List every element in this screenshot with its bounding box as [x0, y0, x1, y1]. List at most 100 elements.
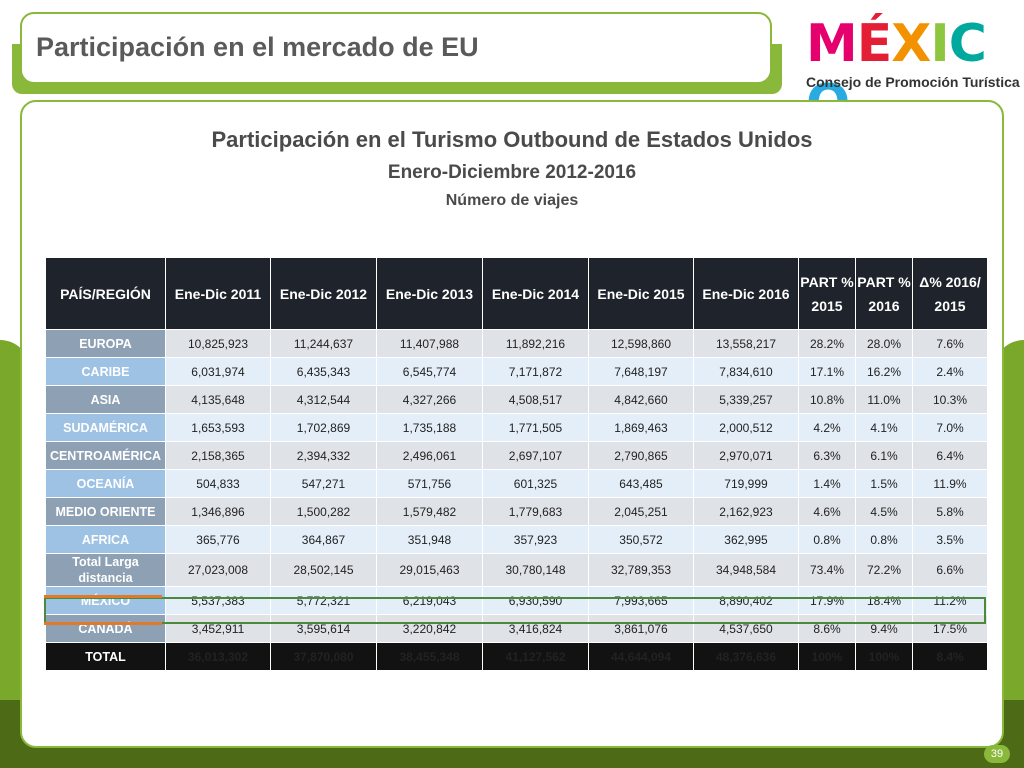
table-cell: 351,948	[376, 525, 483, 554]
table-cell: 2,162,923	[693, 497, 799, 526]
table-cell: 601,325	[482, 469, 589, 498]
table-cell: 13,558,217	[693, 329, 799, 358]
mexico-row-bottom-accent	[44, 622, 162, 625]
table-cell: 1.5%	[855, 469, 913, 498]
table-cell: 5.8%	[912, 497, 988, 526]
table-cell: 72.2%	[855, 553, 913, 587]
table-row: MÉXICO 5,537,383 5,772,321 6,219,043 6,930,5…	[45, 586, 988, 615]
slide-title: Participación en el mercado de EU	[36, 32, 479, 62]
table-cell: 362,995	[693, 525, 799, 554]
table-cell: 2,045,251	[588, 497, 694, 526]
table-row: ASIA 4,135,648 4,312,544 4,327,266 4,508,517…	[45, 385, 988, 414]
logo-letter: X	[891, 14, 931, 74]
table-cell: 3,416,824	[482, 614, 589, 643]
table-cell: 4.6%	[798, 497, 856, 526]
table-cell: 0.8%	[798, 525, 856, 554]
table-cell: 4.1%	[855, 413, 913, 442]
column-header: PART % 2016	[855, 257, 913, 330]
table-period: Enero-Diciembre 2012-2016	[387, 162, 637, 183]
logo-letter: M	[806, 14, 858, 74]
table-title: Participación en el Turismo Outbound de …	[211, 127, 813, 152]
table-cell: 28.2%	[798, 329, 856, 358]
table-cell: 7,834,610	[693, 357, 799, 386]
table-cell: 17.1%	[798, 357, 856, 386]
table-row: CANADÁ 3,452,911 3,595,614 3,220,842 3,416,8…	[45, 614, 988, 643]
page-number: 39	[984, 745, 1010, 763]
table-cell: 32,789,353	[588, 553, 694, 587]
table-cell: 719,999	[693, 469, 799, 498]
table-cell: 504,833	[165, 469, 271, 498]
table-cell: 3.5%	[912, 525, 988, 554]
region-label: CARIBE	[45, 357, 166, 386]
table-cell: 44,644,094	[588, 642, 694, 671]
table-cell: 1,735,188	[376, 413, 483, 442]
table-cell: 100%	[798, 642, 856, 671]
table-cell: 3,861,076	[588, 614, 694, 643]
table-cell: 1,779,683	[482, 497, 589, 526]
table-cell: 10.3%	[912, 385, 988, 414]
column-header: Ene-Dic 2011	[165, 257, 271, 330]
table-cell: 37,870,080	[270, 642, 377, 671]
table-cell: 1.4%	[798, 469, 856, 498]
table-cell: 6.3%	[798, 441, 856, 470]
table-header-row: PAÍS/REGIÓN Ene-Dic 2011 Ene-Dic 2012 Ene-D…	[45, 257, 988, 330]
table-row: TOTAL 36,013,302 37,870,080 38,455,348 41,12…	[45, 642, 988, 671]
column-header: Ene-Dic 2016	[693, 257, 799, 330]
region-label: SUDAMÉRICA	[45, 413, 166, 442]
column-header: Ene-Dic 2012	[270, 257, 377, 330]
table-cell: 4,135,648	[165, 385, 271, 414]
table-cell: 571,756	[376, 469, 483, 498]
table-cell: 5,772,321	[270, 586, 377, 615]
logo-letter: C	[948, 14, 987, 74]
table-cell: 2,000,512	[693, 413, 799, 442]
column-header: Δ% 2016/ 2015	[912, 257, 988, 330]
table-cell: 12,598,860	[588, 329, 694, 358]
column-header: Ene-Dic 2014	[482, 257, 589, 330]
table-cell: 4.5%	[855, 497, 913, 526]
logo-letter: I	[930, 14, 949, 74]
table-cell: 3,452,911	[165, 614, 271, 643]
table-cell: 11,407,988	[376, 329, 483, 358]
logo-letter: É	[856, 14, 893, 74]
table-cell: 6,930,590	[482, 586, 589, 615]
table-unit: Número de viajes	[445, 192, 579, 209]
table-cell: 2,158,365	[165, 441, 271, 470]
region-label: CENTROAMÉRICA	[45, 441, 166, 470]
table-row: OCEANÍA 504,833 547,271 571,756 601,325 643,4…	[45, 469, 988, 498]
table-cell: 547,271	[270, 469, 377, 498]
table-cell: 1,346,896	[165, 497, 271, 526]
table-cell: 2,394,332	[270, 441, 377, 470]
table-cell: 6.6%	[912, 553, 988, 587]
region-label: AFRICA	[45, 525, 166, 554]
table-row: Total Larga distancia 27,023,008 28,502,14…	[45, 553, 988, 587]
region-label: MEDIO ORIENTE	[45, 497, 166, 526]
table-cell: 73.4%	[798, 553, 856, 587]
table-cell: 6,435,343	[270, 357, 377, 386]
column-header: Ene-Dic 2015	[588, 257, 694, 330]
table-row: CENTROAMÉRICA 2,158,365 2,394,332 2,496,061…	[45, 441, 988, 470]
table-cell: 6,219,043	[376, 586, 483, 615]
table-cell: 4.2%	[798, 413, 856, 442]
table-cell: 100%	[855, 642, 913, 671]
table-cell: 7,993,665	[588, 586, 694, 615]
table-cell: 11,244,637	[270, 329, 377, 358]
table-cell: 7.6%	[912, 329, 988, 358]
logo-subtitle: Consejo de Promoción Turística	[806, 74, 1020, 90]
table-cell: 1,702,869	[270, 413, 377, 442]
table-cell: 7,171,872	[482, 357, 589, 386]
table-row: SUDAMÉRICA 1,653,593 1,702,869 1,735,188 1,7…	[45, 413, 988, 442]
table-cell: 29,015,463	[376, 553, 483, 587]
table-cell: 2,790,865	[588, 441, 694, 470]
table-cell: 11.2%	[912, 586, 988, 615]
table-cell: 1,771,505	[482, 413, 589, 442]
table-cell: 2,697,107	[482, 441, 589, 470]
region-label: ASIA	[45, 385, 166, 414]
table-cell: 9.4%	[855, 614, 913, 643]
table-cell: 17.5%	[912, 614, 988, 643]
column-header: PAÍS/REGIÓN	[45, 257, 166, 330]
table-cell: 3,220,842	[376, 614, 483, 643]
table-cell: 4,327,266	[376, 385, 483, 414]
table-cell: 5,339,257	[693, 385, 799, 414]
table-cell: 1,500,282	[270, 497, 377, 526]
table-cell: 7.0%	[912, 413, 988, 442]
